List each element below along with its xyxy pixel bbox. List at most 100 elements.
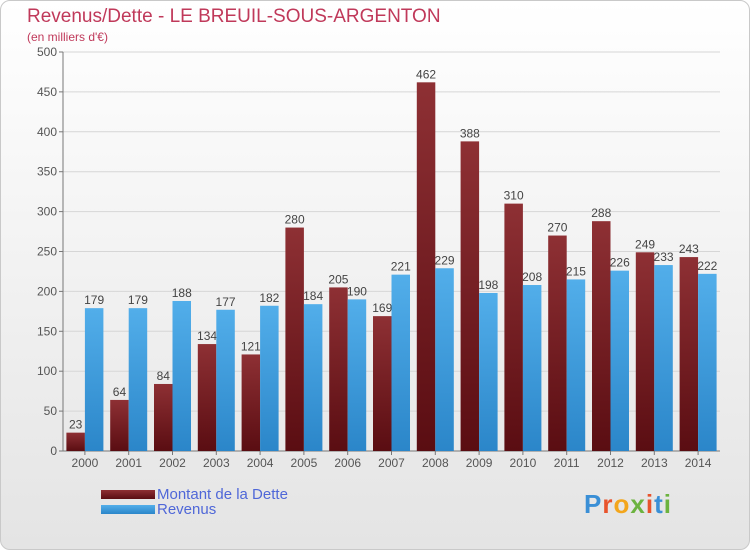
data-label-revenus: 229	[435, 253, 455, 267]
x-tick-label: 2010	[510, 456, 537, 470]
logo-letter: i	[645, 489, 655, 519]
bar-dette	[285, 227, 304, 451]
bar-revenus	[172, 300, 191, 451]
bar-revenus	[566, 279, 586, 451]
data-label-revenus: 222	[697, 259, 717, 273]
bar-revenus	[479, 292, 498, 451]
x-tick-label: 2009	[466, 456, 493, 470]
y-tick-label: 200	[37, 284, 57, 298]
x-tick-label: 2007	[378, 456, 405, 470]
data-label-dette: 243	[679, 242, 699, 256]
data-label-dette: 121	[241, 339, 261, 353]
x-tick-label: 2008	[422, 456, 449, 470]
x-tick-label: 2013	[641, 456, 668, 470]
bar-dette	[592, 221, 611, 451]
bar-dette	[110, 399, 129, 451]
data-label-dette: 310	[504, 189, 524, 203]
x-tick-label: 2012	[597, 456, 624, 470]
logo-letter: x	[630, 489, 646, 519]
logo-letter: r	[602, 489, 614, 519]
data-label-dette: 249	[635, 237, 655, 251]
logo-letter: t	[654, 489, 664, 519]
data-label-dette: 134	[197, 329, 217, 343]
data-label-revenus: 198	[478, 278, 498, 292]
bar-dette	[154, 383, 173, 451]
bar-revenus	[303, 304, 323, 451]
data-label-dette: 84	[157, 369, 171, 383]
y-tick-label: 100	[37, 364, 57, 378]
bar-dette	[197, 344, 217, 451]
bar-revenus	[128, 308, 148, 451]
data-label-dette: 270	[547, 221, 567, 235]
data-label-dette: 64	[113, 385, 127, 399]
y-tick-label: 50	[44, 404, 58, 418]
x-tick-label: 2001	[115, 456, 142, 470]
bar-dette	[66, 432, 85, 451]
y-tick-label: 400	[37, 125, 57, 139]
bar-revenus	[435, 268, 454, 451]
data-label-revenus: 215	[566, 264, 586, 278]
bar-dette	[635, 252, 655, 451]
bar-revenus	[391, 274, 410, 451]
data-label-dette: 169	[372, 301, 392, 315]
data-label-dette: 388	[460, 126, 480, 140]
bar-dette	[548, 235, 567, 451]
data-label-dette: 462	[416, 67, 436, 81]
data-label-dette: 205	[328, 272, 348, 286]
data-label-revenus: 179	[128, 293, 148, 307]
data-label-revenus: 182	[259, 291, 279, 305]
data-label-revenus: 190	[347, 284, 367, 298]
bar-revenus	[654, 265, 673, 451]
bar-revenus	[522, 285, 542, 451]
x-tick-label: 2014	[685, 456, 712, 470]
logo-letter: i	[663, 489, 672, 519]
x-tick-label: 2004	[247, 456, 274, 470]
x-tick-label: 2002	[159, 456, 186, 470]
data-label-revenus: 179	[84, 293, 104, 307]
data-label-revenus: 226	[610, 256, 630, 270]
proxiti-logo: Proxiti	[584, 489, 672, 520]
bar-revenus	[216, 309, 235, 451]
data-label-revenus: 233	[654, 250, 674, 264]
y-tick-label: 300	[37, 205, 57, 219]
data-label-revenus: 188	[172, 286, 192, 300]
chart-subtitle: (en milliers d'€)	[27, 30, 108, 44]
bar-dette	[329, 287, 348, 451]
x-tick-label: 2000	[72, 456, 99, 470]
bar-revenus	[84, 308, 104, 451]
bar-revenus	[347, 299, 367, 451]
bar-dette	[679, 257, 699, 451]
y-tick-label: 500	[37, 45, 57, 59]
x-tick-label: 2011	[554, 456, 580, 470]
y-tick-label: 450	[37, 85, 57, 99]
bar-dette	[460, 141, 480, 451]
bar-dette	[241, 354, 261, 451]
data-label-revenus: 221	[391, 260, 411, 274]
y-tick-label: 350	[37, 165, 57, 179]
chart-title: Revenus/Dette - LE BREUIL-SOUS-ARGENTON	[27, 6, 441, 27]
legend-swatch-dette	[101, 490, 155, 499]
bar-dette	[504, 203, 523, 451]
x-tick-label: 2006	[334, 456, 361, 470]
y-tick-label: 0	[50, 444, 57, 458]
data-label-dette: 288	[591, 206, 611, 220]
data-label-dette: 280	[285, 213, 305, 227]
logo-letter: o	[613, 489, 631, 519]
x-tick-label: 2005	[291, 456, 318, 470]
bar-revenus	[260, 305, 279, 451]
bar-revenus	[698, 273, 717, 451]
legend-label-dette: Montant de la Dette	[157, 486, 288, 503]
y-tick-label: 150	[37, 324, 57, 338]
legend-label-revenus: Revenus	[157, 501, 217, 518]
legend-swatch-revenus	[101, 505, 155, 514]
x-tick-label: 2003	[203, 456, 230, 470]
data-label-dette: 23	[69, 418, 83, 432]
bar-dette	[416, 82, 436, 451]
y-tick-label: 250	[37, 245, 57, 259]
data-label-revenus: 177	[216, 295, 236, 309]
bar-revenus	[610, 270, 629, 451]
data-label-revenus: 208	[522, 270, 542, 284]
data-label-revenus: 184	[303, 289, 323, 303]
